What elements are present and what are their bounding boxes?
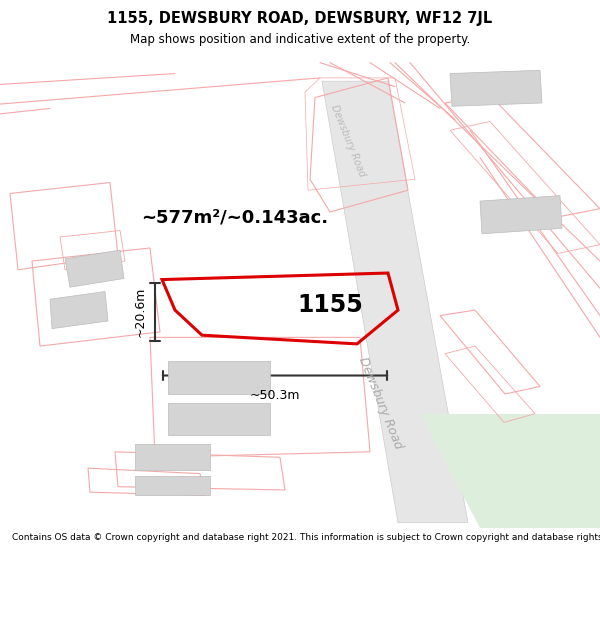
Text: ~577m²/~0.143ac.: ~577m²/~0.143ac. (142, 209, 329, 226)
Polygon shape (135, 444, 210, 471)
Polygon shape (168, 402, 270, 436)
Polygon shape (50, 292, 108, 329)
Polygon shape (322, 81, 468, 522)
Text: Contains OS data © Crown copyright and database right 2021. This information is : Contains OS data © Crown copyright and d… (12, 533, 600, 542)
Text: Map shows position and indicative extent of the property.: Map shows position and indicative extent… (130, 33, 470, 46)
Polygon shape (480, 196, 562, 234)
Polygon shape (168, 361, 270, 394)
Text: 1155, DEWSBURY ROAD, DEWSBURY, WF12 7JL: 1155, DEWSBURY ROAD, DEWSBURY, WF12 7JL (107, 11, 493, 26)
Polygon shape (420, 414, 600, 528)
Text: ~20.6m: ~20.6m (134, 287, 147, 338)
Text: ~50.3m: ~50.3m (250, 389, 300, 402)
Polygon shape (135, 476, 210, 496)
Polygon shape (65, 250, 124, 288)
Text: Dewsbury Road: Dewsbury Road (329, 104, 367, 179)
Text: 1155: 1155 (297, 292, 363, 317)
Polygon shape (450, 70, 542, 106)
Text: Dewsbury Road: Dewsbury Road (356, 355, 404, 451)
